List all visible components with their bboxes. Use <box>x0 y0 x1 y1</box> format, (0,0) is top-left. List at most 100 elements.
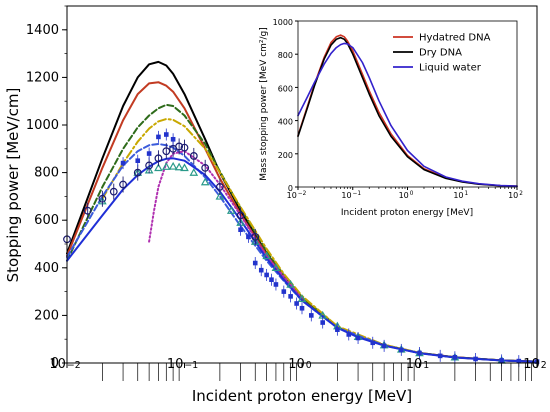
circle-marker <box>145 161 154 170</box>
inset-x-tick-label: 101 <box>453 191 468 200</box>
square-marker <box>335 327 340 332</box>
square-marker <box>163 132 169 137</box>
triangle-marker <box>215 191 225 200</box>
main-x-ticks: 1 0 −2 10−1 100 101 102 <box>49 357 547 381</box>
inset-legend: Hydatred DNA Dry DNA Liquid water <box>393 33 491 74</box>
inset-y-axis-label: Mass stopping power [MeV cm²/g] <box>259 27 269 181</box>
circle-marker <box>162 147 171 156</box>
square-marker <box>281 289 287 294</box>
inset-x-tick-exponent: 1 <box>465 191 469 197</box>
main-y-tick-label: 0 <box>51 356 59 371</box>
inset-y-tick-label: 1000 <box>273 18 293 27</box>
inset-y-tick-label: 0 <box>288 184 293 193</box>
square-marker <box>273 282 279 287</box>
inset-x-tick-label: 10−2 <box>287 191 307 200</box>
inset-x-tick-exponent: −2 <box>298 191 307 197</box>
triangle-marker <box>174 162 184 171</box>
triangle-marker <box>180 163 189 172</box>
square-marker <box>135 158 141 163</box>
main-x-tick-label: 100 <box>288 357 312 372</box>
main-y-tick-label: 200 <box>34 308 59 323</box>
inset-x-axis-label: Incident proton energy [MeV] <box>341 208 473 218</box>
square-marker <box>264 272 269 278</box>
legend-label-2: Dry DNA <box>419 48 462 59</box>
circle-marker <box>98 194 107 203</box>
square-marker <box>269 277 274 282</box>
main-y-tick-label: 400 <box>34 261 59 276</box>
square-marker <box>452 354 458 360</box>
main-y-axis-label: Stopping power [MeV/cm] <box>4 88 22 283</box>
circle-marker <box>83 206 92 215</box>
inset-x-tick-exponent: 2 <box>519 191 523 197</box>
circle-marker <box>189 152 198 160</box>
triangle-marker <box>161 162 171 170</box>
square-marker <box>299 305 305 311</box>
main-x-tick-exponent: −1 <box>184 360 198 371</box>
main-x-axis-label: Incident proton energy [MeV] <box>192 387 412 405</box>
inset-x-tick-label: 102 <box>508 191 523 200</box>
main-x-tick-exponent: 0 <box>306 360 312 371</box>
main-x-tick-exponent: 2 <box>541 360 547 371</box>
inset-x-tick-exponent: 0 <box>410 191 414 197</box>
main-data-markers <box>63 128 540 368</box>
triangle-marker <box>154 163 163 172</box>
circle-marker <box>215 182 224 191</box>
main-x-tick-label: 10−1 <box>167 357 198 372</box>
square-marker <box>473 356 478 362</box>
triangle-marker <box>189 168 199 176</box>
square-marker <box>499 358 504 363</box>
inset-y-tick-label: 800 <box>278 51 293 60</box>
square-marker <box>346 332 352 337</box>
triangle-marker <box>200 177 210 186</box>
square-marker <box>355 335 361 341</box>
inset-x-tick-label: 100 <box>399 191 414 200</box>
circle-marker <box>133 168 142 177</box>
square-marker <box>294 301 299 306</box>
triangle-marker <box>271 263 281 272</box>
inset-y-tick-label: 200 <box>278 151 293 160</box>
square-marker <box>288 294 293 299</box>
inset-x-ticks: 10−2 10−1 100 101 102 <box>287 187 523 200</box>
circle-marker <box>251 232 260 241</box>
circle-marker <box>109 187 118 196</box>
square-marker <box>258 267 264 273</box>
inset-series-line-2 <box>297 36 518 187</box>
circle-marker <box>201 163 210 172</box>
square-marker <box>398 347 404 353</box>
inset-y-tick-label: 600 <box>278 84 293 93</box>
triangle-marker <box>262 251 271 260</box>
square-marker <box>252 260 258 266</box>
main-y-tick-label: 1400 <box>26 23 59 38</box>
square-marker <box>238 227 243 233</box>
circle-marker <box>154 154 163 163</box>
legend-label-3: Liquid water <box>419 63 482 74</box>
square-marker <box>246 234 251 240</box>
main-y-tick-label: 1200 <box>26 70 59 85</box>
circle-marker <box>119 180 127 189</box>
main-y-tick-label: 600 <box>34 213 59 228</box>
inset-y-tick-label: 400 <box>278 118 293 127</box>
main-y-tick-label: 800 <box>34 166 59 181</box>
inset-x-tick-exponent: −1 <box>353 191 362 197</box>
square-marker <box>156 134 161 140</box>
square-marker <box>417 350 422 356</box>
inset-x-tick-label: 10−1 <box>341 191 361 200</box>
triangle-marker <box>226 206 236 214</box>
circle-marker <box>236 211 245 220</box>
main-y-tick-label: 1000 <box>26 118 59 133</box>
square-marker <box>437 353 443 359</box>
main-series-line-7 <box>66 157 538 363</box>
legend-label-1: Hydatred DNA <box>419 33 491 44</box>
square-marker <box>381 343 387 349</box>
square-marker <box>516 358 522 364</box>
main-x-tick-label: 10−2 <box>49 357 80 372</box>
main-x-tick-label: 101 <box>406 357 430 372</box>
triangle-marker <box>297 294 307 302</box>
square-marker <box>370 340 376 346</box>
main-y-ticks: 0 200 400 600 800 1000 1200 1400 <box>26 5 67 371</box>
square-marker <box>309 313 314 318</box>
inset-series-line-3 <box>297 42 518 187</box>
square-marker <box>146 151 152 156</box>
square-marker <box>320 320 325 325</box>
circle-marker <box>175 142 184 151</box>
